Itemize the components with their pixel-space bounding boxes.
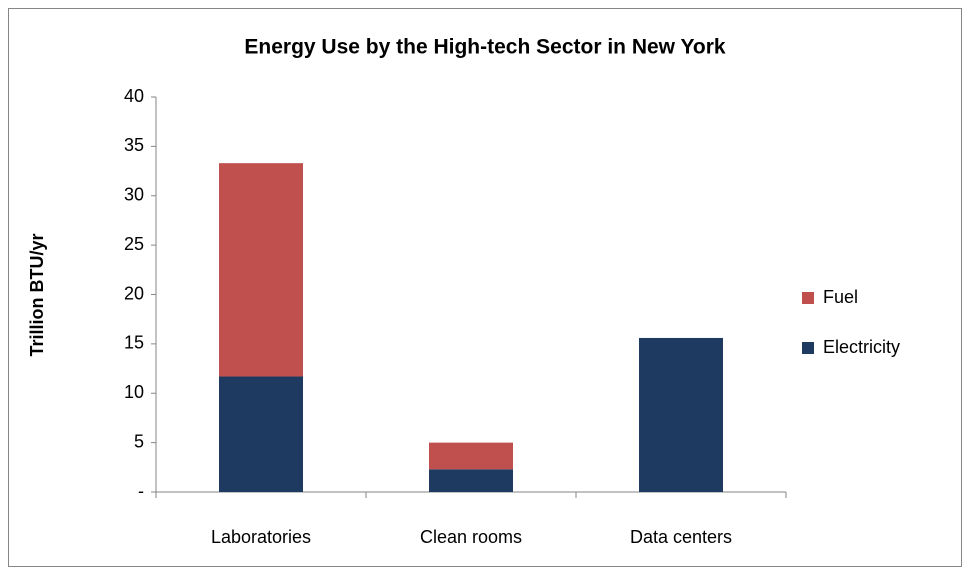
bar-segment xyxy=(429,469,513,492)
bar-segment xyxy=(639,337,723,492)
legend-swatch xyxy=(802,292,814,304)
x-tick-label: Data centers xyxy=(630,527,732,547)
legend-label: Fuel xyxy=(823,287,858,307)
x-tick-label: Clean rooms xyxy=(420,527,522,547)
chart-title: Energy Use by the High-tech Sector in Ne… xyxy=(244,36,725,59)
y-tick-label: - xyxy=(138,481,144,501)
legend-swatch xyxy=(802,342,814,354)
legend-label: Electricity xyxy=(823,337,900,357)
y-tick-label: 35 xyxy=(124,135,144,155)
y-tick-label: 15 xyxy=(124,333,144,353)
y-tick-label: 30 xyxy=(124,185,144,205)
y-tick-label: 40 xyxy=(124,86,144,106)
y-tick-label: 5 xyxy=(134,431,144,451)
y-tick-label: 10 xyxy=(124,382,144,402)
y-axis-label: Trillion BTU/yr xyxy=(27,233,47,356)
y-tick-label: 20 xyxy=(124,283,144,303)
bar-segment xyxy=(429,442,513,470)
x-tick-label: Laboratories xyxy=(211,527,311,547)
bar-segment xyxy=(219,376,303,492)
bar-segment xyxy=(219,163,303,377)
y-tick-label: 25 xyxy=(124,234,144,254)
